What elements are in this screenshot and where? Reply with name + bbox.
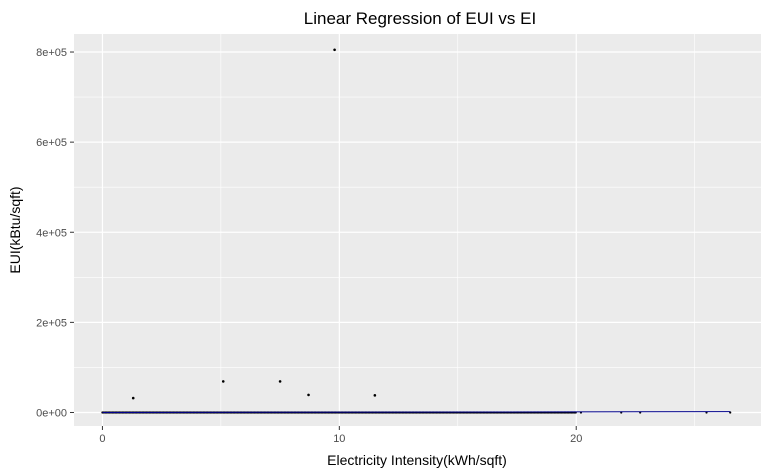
x-axis: 0 10 20 bbox=[99, 426, 582, 445]
y-axis-title: EUI(kBtu/sqft) bbox=[7, 186, 23, 273]
regression-line bbox=[102, 411, 731, 413]
x-tick-label: 10 bbox=[333, 433, 345, 445]
data-point-outlier bbox=[278, 380, 282, 383]
x-axis-title: Electricity Intensity(kWh/sqft) bbox=[327, 452, 507, 468]
y-tick-label: 8e+05 bbox=[36, 47, 67, 59]
data-point-outlier bbox=[333, 48, 336, 52]
data-point-outlier bbox=[221, 380, 225, 383]
y-tick-label: 2e+05 bbox=[36, 317, 67, 329]
x-tick-label: 20 bbox=[570, 433, 582, 445]
y-tick-label: 4e+05 bbox=[36, 227, 67, 239]
data-point-outlier bbox=[131, 396, 135, 400]
y-tick-label: 6e+05 bbox=[36, 137, 67, 149]
minor-gridlines bbox=[74, 34, 761, 426]
x-tick-label: 0 bbox=[99, 433, 105, 445]
y-axis: 0e+00 2e+05 4e+05 6e+05 8e+05 bbox=[36, 47, 74, 419]
y-tick-label: 0e+00 bbox=[36, 407, 67, 419]
regression-line-path bbox=[102, 411, 731, 413]
data-point-outlier bbox=[307, 393, 310, 397]
data-point-outlier bbox=[373, 394, 377, 397]
chart-title: Linear Regression of EUI vs EI bbox=[304, 9, 536, 28]
plot-panel bbox=[74, 34, 761, 426]
